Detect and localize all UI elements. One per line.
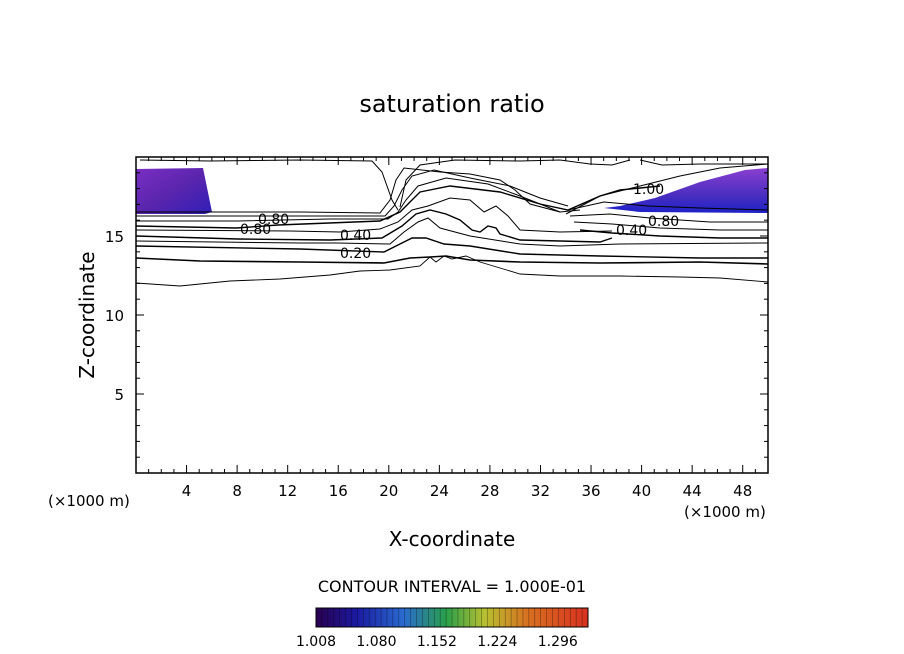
x-tick-label: 44: [683, 482, 702, 500]
contour-interval-label: CONTOUR INTERVAL = 1.000E-01: [318, 577, 586, 596]
contour-label: 0.40: [616, 223, 647, 239]
colorbar-tick-label: 1.152: [417, 634, 457, 650]
colorbar-tick-label: 1.008: [296, 634, 336, 650]
y-axis-label: Z-coordinate: [75, 251, 99, 378]
y-tick-label: 15: [105, 228, 124, 246]
right-filled-region: [604, 168, 768, 213]
contour-line: [573, 221, 768, 231]
contour-label: 0.80: [240, 222, 271, 238]
contour-line: [639, 159, 768, 166]
y-axis-ticks: 5 10 15: [105, 172, 768, 458]
colorbar-tick-labels: 1.008 1.080 1.152 1.224 1.296: [296, 634, 578, 650]
y-tick-label: 5: [114, 386, 124, 404]
x-unit-label-right: (×1000 m): [684, 503, 766, 521]
x-tick-label: 16: [329, 482, 348, 500]
contour-line: [136, 177, 581, 222]
contour-label: 1.00: [633, 182, 664, 198]
x-tick-label: 24: [430, 482, 449, 500]
contour-line: [136, 197, 613, 233]
contour-line: [136, 169, 569, 217]
x-tick-label: 40: [632, 482, 651, 500]
contour-line: [579, 229, 768, 239]
x-tick-label: 12: [278, 482, 297, 500]
colorbar-stripes: [321, 608, 583, 627]
contour-line: [569, 213, 768, 223]
x-tick-label: 32: [531, 482, 550, 500]
contour-line: [136, 255, 768, 265]
contour-line: [139, 159, 399, 211]
contour-label: 0.80: [648, 214, 679, 230]
contour-line: [136, 255, 768, 287]
contour-label: 0.80: [258, 212, 289, 228]
x-tick-label: 20: [379, 482, 398, 500]
x-unit-label-left: (×1000 m): [48, 492, 130, 510]
contour-line: [399, 159, 631, 208]
colorbar-tick-label: 1.080: [356, 634, 396, 650]
x-tick-label: 28: [480, 482, 499, 500]
colorbar-tick-label: 1.224: [477, 634, 517, 650]
x-tick-label: 8: [232, 482, 242, 500]
contour-label: 0.40: [340, 228, 371, 244]
contour-line: [136, 237, 768, 259]
x-tick-label: 48: [733, 482, 752, 500]
x-axis-label: X-coordinate: [389, 527, 516, 551]
left-filled-region: [136, 168, 212, 214]
x-tick-label: 4: [182, 482, 192, 500]
colorbar: [315, 607, 589, 628]
contour-line: [136, 217, 768, 247]
contour-line: [567, 201, 768, 211]
contour-line: [136, 167, 561, 214]
contour-line: [565, 163, 768, 215]
contour-label: 0.20: [340, 246, 371, 262]
y-tick-label: 10: [105, 307, 124, 325]
contour-field: 0.80 0.80 0.40 0.20 0.80 0.40 1.00: [136, 159, 768, 287]
x-tick-label: 36: [581, 482, 600, 500]
contour-line: [136, 209, 613, 243]
x-axis-ticks: 4 8 12 16 20 24 28 32 36 40 44 48: [148, 157, 756, 500]
colorbar-tick-label: 1.296: [538, 634, 578, 650]
chart-title: saturation ratio: [359, 90, 544, 118]
